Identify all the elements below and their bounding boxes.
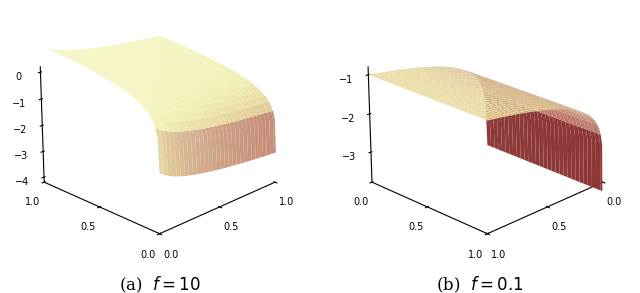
Text: (a)  $f = 10$: (a) $f = 10$ [119, 275, 201, 293]
Text: (b)  $f = 0.1$: (b) $f = 0.1$ [436, 275, 524, 293]
